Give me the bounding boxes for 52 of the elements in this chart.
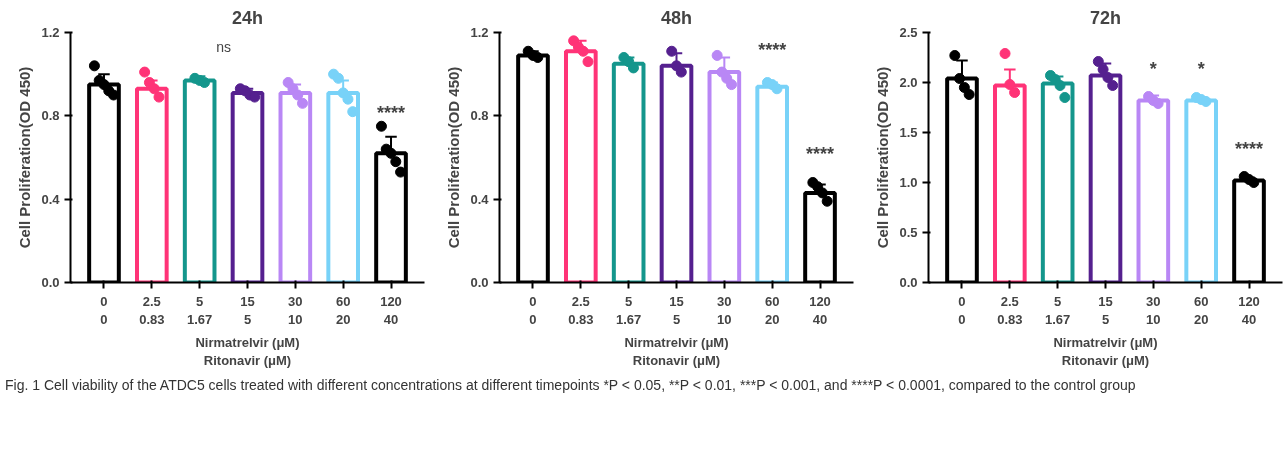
x-tick-label: 2.5 0.83 <box>568 293 594 327</box>
y-tick-label: 0.8 <box>470 108 489 124</box>
y-tick-label: 0.4 <box>470 191 490 207</box>
y-tick-label: 0.5 <box>899 225 918 240</box>
annotation: **** <box>758 40 787 61</box>
x-tick-label: 0 0 <box>529 293 537 327</box>
y-tick-label: 1.0 <box>899 175 918 190</box>
x-tick-label: 15 5 <box>1098 293 1113 327</box>
annotation: **** <box>377 102 406 123</box>
x-tick-label: 0 0 <box>100 293 108 327</box>
y-axis-title: Cell Proliferation(OD 450) <box>16 66 34 249</box>
annotation: **** <box>1235 138 1264 159</box>
y-tick-label: 1.5 <box>899 125 918 140</box>
x-tick-label: 120 40 <box>380 293 402 327</box>
caption: Fig. 1 Cell viability of the ATDC5 cells treated with different concentrations at different timepoints *P < 0.05, **P < 0.01, ***P < 0.001, and ****P < 0.0001, compared to the control group <box>5 376 1137 395</box>
x-axis-title: Nirmatrelvir (μM) Ritonavir (μM) <box>624 334 729 368</box>
x-tick-label: 60 20 <box>764 293 780 327</box>
annotation: **** <box>806 144 835 165</box>
y-tick-label: 1.2 <box>470 25 489 40</box>
x-tick-label: 60 20 <box>1193 293 1209 327</box>
y-tick-label: 0.4 <box>41 191 61 207</box>
x-tick-label: 120 40 <box>1238 293 1260 327</box>
y-axis-title: Cell Proliferation(OD 450) <box>874 66 892 249</box>
x-tick-label: 0 0 <box>958 293 966 327</box>
y-tick-label: 2.5 <box>899 25 918 40</box>
chart-title: 72h <box>1089 7 1122 28</box>
x-axis-title: Nirmatrelvir (μM) Ritonavir (μM) <box>195 334 300 368</box>
x-tick-label: 30 10 <box>717 293 732 327</box>
y-tick-label: 0.0 <box>470 275 489 290</box>
y-axis-title: Cell Proliferation(OD 450) <box>445 66 463 249</box>
x-tick-label: 5 1.67 <box>187 293 213 327</box>
y-tick-label: 0.8 <box>41 108 60 124</box>
x-axis-title: Nirmatrelvir (μM) Ritonavir (μM) <box>1053 334 1158 368</box>
y-tick-label: 1.2 <box>41 25 60 40</box>
x-tick-label: 15 5 <box>240 293 255 327</box>
y-tick-label: 2.0 <box>899 75 918 90</box>
x-tick-label: 2.5 0.83 <box>997 293 1023 327</box>
x-tick-label: 15 5 <box>669 293 684 327</box>
chart-title: 24h <box>231 7 264 28</box>
x-tick-label: 120 40 <box>809 293 831 327</box>
x-tick-label: 30 10 <box>288 293 303 327</box>
chart-title: 48h <box>660 7 693 28</box>
x-tick-label: 5 1.67 <box>1045 293 1071 327</box>
annotation: ns <box>216 38 231 55</box>
annotation: * <box>1197 58 1205 79</box>
x-tick-label: 2.5 0.83 <box>139 293 165 327</box>
x-tick-label: 5 1.67 <box>616 293 642 327</box>
x-tick-label: 30 10 <box>1146 293 1161 327</box>
x-tick-label: 60 20 <box>335 293 351 327</box>
y-tick-label: 0.0 <box>899 275 918 290</box>
annotation: * <box>1149 58 1157 79</box>
y-tick-label: 0.0 <box>41 275 60 290</box>
